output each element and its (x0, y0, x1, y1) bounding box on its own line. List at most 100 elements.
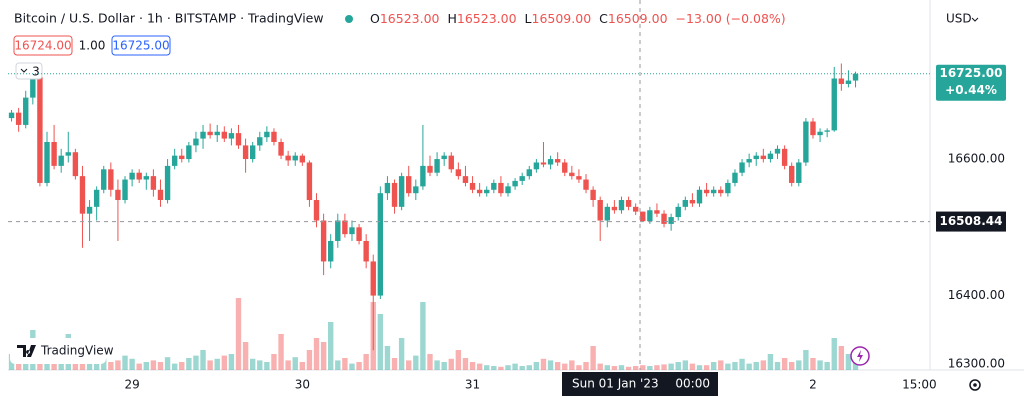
candle-body (242, 145, 249, 160)
volume-bar (86, 360, 93, 370)
volume-bar (349, 363, 355, 370)
candle-body (597, 200, 603, 221)
volume-bar (696, 365, 703, 370)
candle-body (838, 78, 845, 84)
candle-body (257, 137, 263, 146)
candle-body (271, 131, 277, 142)
y-tick-label: 16400.00 (948, 288, 1005, 302)
volume-bar (278, 334, 284, 370)
candle-body (455, 169, 462, 177)
candle-body (781, 148, 788, 166)
candle-body (101, 169, 107, 190)
logo-box[interactable] (10, 338, 106, 364)
candle-body (696, 189, 703, 204)
indicator-toggle[interactable] (15, 62, 43, 80)
candle-body (299, 155, 306, 163)
volume-bar (328, 322, 334, 370)
candle-body (214, 131, 220, 136)
candle-body (221, 131, 228, 139)
x-tick-label: 31 (465, 378, 480, 392)
volume-bar (725, 363, 731, 370)
volume-bar (285, 360, 291, 370)
volume-bar (164, 357, 171, 370)
candle-body (200, 131, 206, 139)
candle-body (58, 155, 64, 166)
candle-body (349, 227, 355, 235)
candle-body (462, 176, 469, 183)
ohlc-value: 16523.00 (457, 11, 517, 26)
volume-bar (774, 362, 781, 370)
volume-bar (562, 363, 568, 370)
candle-body (434, 159, 440, 173)
volume-bar (143, 362, 149, 370)
candle-body (441, 155, 447, 160)
volume-bar (732, 362, 738, 370)
candle-body (420, 165, 426, 187)
volume-bar (675, 362, 681, 370)
candle-body (51, 141, 57, 166)
volume-bar (150, 360, 157, 370)
bid-box[interactable] (13, 35, 73, 56)
volume-bar (441, 362, 447, 370)
candle-body (703, 189, 710, 194)
candle-body (590, 189, 596, 201)
candle-body (682, 200, 689, 207)
x-tick-label: 30 (295, 378, 310, 392)
crosshair-time: 00:00 (675, 377, 710, 391)
volume-bar (491, 366, 497, 370)
volume-bar (342, 358, 348, 370)
candle-body (760, 155, 767, 160)
candle-body (37, 77, 43, 183)
candle-body (498, 182, 504, 194)
volume-bar (576, 365, 582, 370)
candle-body (342, 220, 348, 235)
volume-bar (746, 363, 752, 370)
volume-bar (462, 358, 469, 370)
lightning (857, 350, 863, 362)
candle-body (654, 210, 660, 214)
candle-body (675, 206, 681, 218)
volume-bar (306, 350, 313, 370)
volume-bar (221, 355, 228, 370)
volume-bar (249, 358, 256, 370)
ask-box[interactable] (111, 35, 171, 56)
volume-bar (526, 365, 532, 370)
volume-bar (803, 350, 809, 370)
volume-bar (718, 360, 724, 370)
volume-bar (547, 360, 554, 370)
volume-bar (398, 338, 405, 370)
volume-bar (789, 362, 795, 370)
volume-bar (597, 363, 603, 370)
ohlc-key: H (447, 11, 456, 26)
candle-body (171, 155, 178, 166)
currency-caret (971, 17, 979, 22)
currency[interactable]: USD (946, 12, 972, 26)
candle-body (852, 73, 859, 81)
x-tick-label: 2 (809, 378, 817, 392)
candle-body (647, 210, 653, 222)
candle-body (384, 182, 391, 194)
plot-area (8, 0, 1024, 371)
volume-bar (58, 360, 64, 370)
volume-bar (469, 362, 476, 370)
settings-button[interactable] (969, 379, 981, 391)
candle-body (306, 162, 313, 201)
candle-body (356, 227, 362, 241)
candle-body (129, 172, 135, 180)
x-tick-label: 15:00 (902, 378, 937, 392)
volume-bar (852, 360, 859, 370)
volume-bar (760, 360, 767, 370)
ohlc-change: −13.00 (−0.08%) (676, 11, 786, 26)
volume-bar (845, 354, 852, 370)
candle-body (611, 206, 618, 211)
crosshair-date: Sun 01 Jan '23 (572, 377, 659, 391)
volume-bar (335, 360, 341, 370)
crosshair-price-box (936, 211, 1006, 232)
volume-bar (257, 360, 263, 370)
candle-body (370, 261, 376, 296)
volume-bar (632, 366, 639, 370)
candle-body (668, 217, 674, 224)
volume-bar (214, 358, 220, 370)
candle-body (533, 162, 540, 170)
volume-bar (320, 342, 327, 370)
